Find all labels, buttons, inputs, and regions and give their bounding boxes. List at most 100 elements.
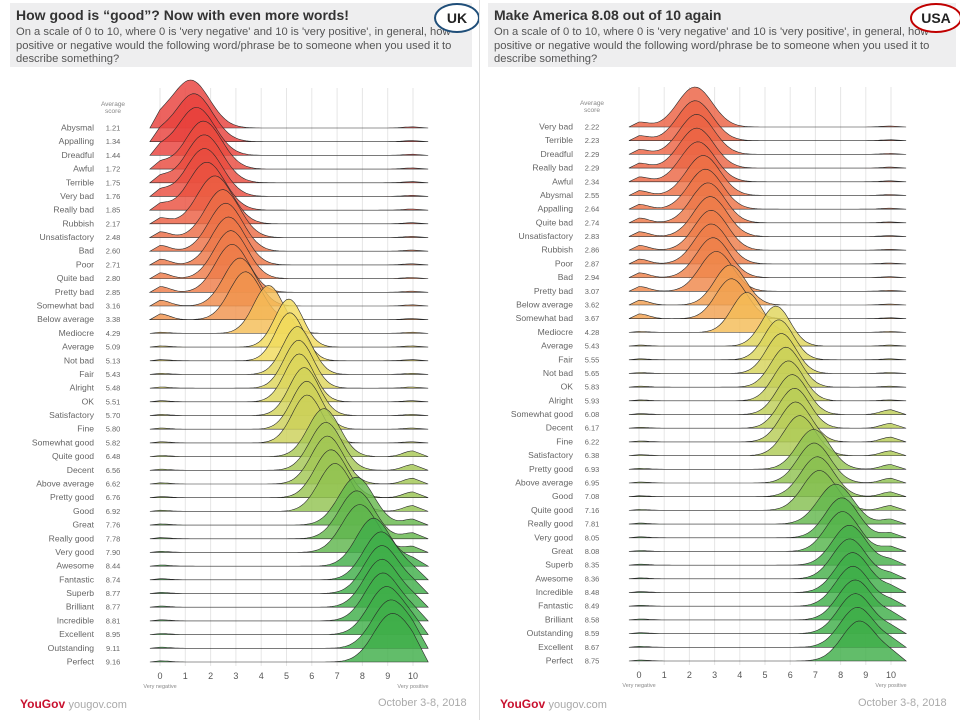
uk-x-tick-label: 6: [309, 671, 314, 681]
usa-x-tick-label: 6: [788, 670, 793, 680]
usa-row-label: Outstanding: [527, 628, 574, 638]
uk-ridge-abysmal: [149, 79, 429, 129]
uk-ridge-above-average: [149, 435, 429, 485]
uk-row-value: 6.76: [106, 493, 121, 502]
usa-ridge-satisfactory: [628, 415, 907, 456]
uk-ridge-superb: [149, 545, 429, 594]
uk-row-label: Terrible: [66, 177, 94, 187]
uk-x-end-label-positive: Very positive: [397, 684, 428, 690]
uk-row-value: 2.80: [106, 274, 121, 283]
uk-badge: UK: [434, 3, 480, 33]
usa-row-value: 8.08: [585, 547, 600, 556]
usa-x-end-label-positive: Very positive: [875, 683, 906, 689]
uk-row-value: 5.51: [106, 397, 121, 406]
usa-row-label: Not bad: [543, 368, 573, 378]
uk-ridge-ok: [149, 353, 429, 403]
uk-row-value: 1.72: [106, 165, 121, 174]
uk-row-label: Somewhat good: [32, 437, 94, 447]
usa-ridge-average: [628, 305, 907, 347]
uk-row-value: 5.13: [106, 356, 121, 365]
usa-row-value: 2.87: [585, 259, 600, 268]
uk-yougov-logo: YouGov yougov.com: [20, 697, 127, 711]
uk-row-value: 6.62: [106, 480, 121, 489]
uk-row-value: 2.60: [106, 247, 121, 256]
usa-avg-header-word: score: [584, 107, 600, 114]
usa-row-label: Very bad: [539, 122, 573, 132]
usa-row-value: 8.48: [585, 588, 600, 597]
usa-row-value: 6.17: [585, 424, 600, 433]
usa-yougov-logo: YouGov yougov.com: [500, 697, 607, 711]
uk-row-value: 3.38: [106, 315, 121, 324]
usa-ridge-below-average: [628, 264, 907, 306]
uk-row-value: 1.34: [106, 137, 121, 146]
usa-x-tick-label: 0: [636, 670, 641, 680]
usa-row-label: Terrible: [545, 135, 573, 145]
uk-row-value: 6.56: [106, 466, 121, 475]
uk-row-label: Quite good: [52, 451, 94, 461]
usa-row-label: Good: [552, 491, 573, 501]
uk-row-value: 5.82: [106, 438, 121, 447]
uk-x-tick-label: 4: [259, 671, 264, 681]
usa-x-tick-label: 10: [886, 670, 896, 680]
uk-row-value: 1.85: [106, 206, 121, 215]
usa-x-tick-label: 7: [813, 670, 818, 680]
usa-header: Make America 8.08 out of 10 again On a s…: [488, 3, 956, 67]
uk-row-value: 1.75: [106, 178, 121, 187]
uk-panel: How good is “good”? Now with even more w…: [0, 0, 480, 720]
usa-row-value: 2.86: [585, 246, 600, 255]
usa-row-value: 8.35: [585, 561, 600, 570]
usa-row-value: 5.55: [585, 355, 600, 364]
usa-row-label: Superb: [545, 560, 573, 570]
uk-avg-header-word: score: [105, 108, 121, 115]
usa-row-value: 6.95: [585, 479, 600, 488]
usa-row-label: Bad: [558, 272, 574, 282]
uk-row-value: 8.95: [106, 630, 121, 639]
usa-footer-date: October 3-8, 2018: [858, 697, 947, 709]
usa-row-value: 8.59: [585, 629, 600, 638]
usa-row-value: 7.16: [585, 506, 600, 515]
usa-row-value: 6.38: [585, 451, 600, 460]
uk-row-label: Not bad: [64, 355, 94, 365]
usa-row-label: Appalling: [538, 204, 574, 214]
usa-row-label: Pretty good: [529, 464, 573, 474]
usa-title: Make America 8.08 out of 10 again: [494, 7, 722, 23]
usa-ridge-above-average: [628, 442, 907, 484]
usa-subtitle: On a scale of 0 to 10, where 0 is 'very …: [494, 26, 930, 65]
usa-x-tick-label: 8: [838, 670, 843, 680]
usa-ridge-perfect: [628, 620, 907, 662]
uk-row-value: 4.29: [106, 329, 121, 338]
uk-ridge-satisfactory: [149, 367, 429, 416]
uk-row-value: 1.76: [106, 192, 121, 201]
uk-row-label: Really bad: [53, 205, 94, 215]
uk-row-label: Rubbish: [62, 218, 94, 228]
usa-avg-header-word: Average: [580, 100, 604, 107]
uk-x-tick-label: 3: [233, 671, 238, 681]
uk-row-value: 2.17: [106, 219, 121, 228]
usa-x-tick-label: 2: [687, 670, 692, 680]
usa-row-label: Perfect: [546, 656, 574, 666]
usa-row-value: 8.67: [585, 643, 600, 652]
uk-row-value: 8.77: [106, 589, 121, 598]
usa-x-tick-label: 3: [712, 670, 717, 680]
uk-row-label: Somewhat bad: [37, 301, 95, 311]
uk-row-label: OK: [82, 396, 95, 406]
uk-row-value: 1.21: [106, 124, 121, 133]
uk-x-tick-label: 0: [157, 671, 162, 681]
usa-row-value: 8.36: [585, 574, 600, 583]
usa-row-value: 5.83: [585, 383, 600, 392]
usa-row-label: Excellent: [538, 642, 573, 652]
usa-row-label: Fair: [558, 354, 573, 364]
uk-row-label: Excellent: [59, 629, 94, 639]
usa-row-label: Fantastic: [538, 601, 574, 611]
uk-row-label: Decent: [67, 465, 95, 475]
uk-ridge-pretty-good: [149, 449, 429, 498]
uk-avg-header-word: Average: [101, 101, 125, 108]
uk-row-label: Very bad: [60, 191, 94, 201]
usa-row-label: Awesome: [535, 573, 573, 583]
usa-row-value: 6.93: [585, 465, 600, 474]
uk-row-label: Average: [62, 342, 94, 352]
uk-row-value: 1.44: [106, 151, 121, 160]
uk-row-label: Appalling: [59, 136, 95, 146]
usa-ridge-unsatisfactory: [628, 196, 907, 237]
usa-ridge-quite-good: [628, 470, 907, 511]
